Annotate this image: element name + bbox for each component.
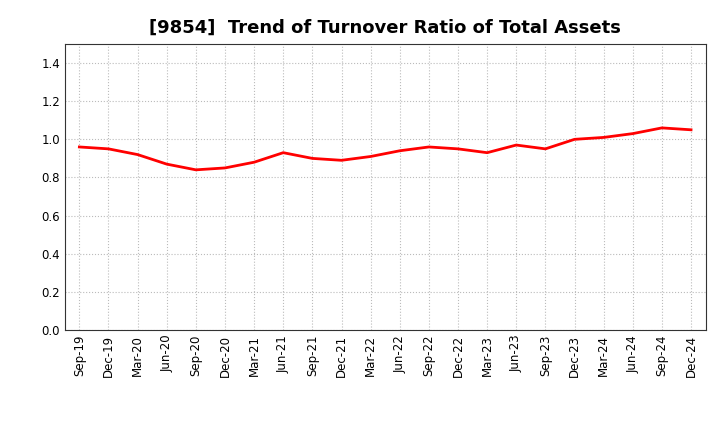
Title: [9854]  Trend of Turnover Ratio of Total Assets: [9854] Trend of Turnover Ratio of Total … [149,19,621,37]
